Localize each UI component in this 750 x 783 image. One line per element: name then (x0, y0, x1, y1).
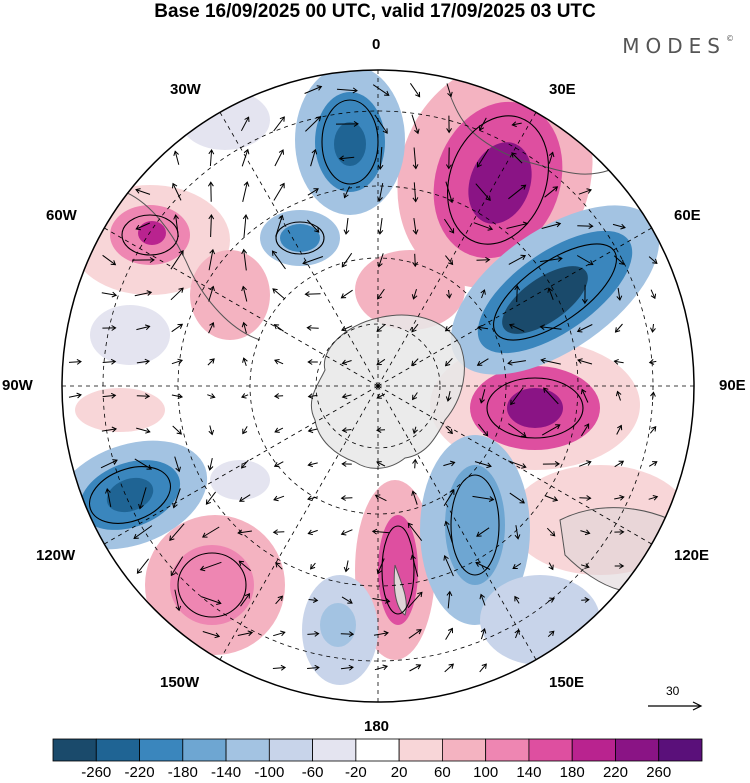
modes-logo: MODES© (622, 34, 734, 58)
lon-label-180: 180 (364, 718, 390, 735)
lon-label-30w: 30W (170, 81, 201, 98)
colorbar-swatch (485, 738, 530, 762)
lon-label-120e: 120E (674, 547, 710, 564)
map-title: Base 16/09/2025 00 UTC, valid 17/09/2025… (154, 1, 596, 22)
colorbar-swatch (441, 738, 487, 762)
lon-label-60e: 60E (674, 207, 701, 224)
colorbar-tick-label: 20 (390, 764, 408, 781)
colorbar-tick-label: -140 (211, 764, 242, 781)
lon-label-90e: 90E (719, 377, 746, 394)
new-zealand-coast (393, 564, 407, 616)
colorbar-tick-label: 100 (473, 764, 499, 781)
colorbar-tick-label: 220 (602, 764, 628, 781)
lon-label-30e: 30E (549, 81, 576, 98)
logo-mark: © (726, 34, 734, 43)
colorbar-swatch (225, 738, 270, 762)
africa-coast (449, 94, 611, 175)
colorbar-tick-label: 140 (516, 764, 542, 781)
colorbar (52, 738, 703, 762)
colorbar-tick-label: -100 (254, 764, 285, 781)
south-america-coast (119, 189, 261, 341)
colorbar-tick-label: 260 (646, 764, 672, 781)
colorbar-tick-label: -180 (167, 764, 198, 781)
colorbar-swatch (355, 738, 400, 762)
colorbar-tick-label: -60 (301, 764, 324, 781)
colorbar-swatch (268, 738, 314, 762)
reference-vector-value: 30 (666, 684, 680, 698)
colorbar-tick-label: 60 (434, 764, 451, 781)
reference-vector-arrow (648, 701, 703, 711)
colorbar-swatch (182, 738, 227, 762)
colorbar-swatch (52, 738, 97, 762)
colorbar-swatch (615, 738, 660, 762)
map-border (61, 69, 695, 703)
colorbar-swatch (95, 738, 140, 762)
streamlines (88, 99, 617, 618)
colorbar-swatch (528, 738, 573, 762)
lon-label-90w: 90W (2, 377, 33, 394)
lon-label-150w: 150W (160, 674, 200, 691)
logo-text: MODES (622, 34, 726, 58)
lon-label-120w: 120W (36, 547, 76, 564)
colorbar-swatch (571, 738, 616, 762)
lon-label-150e: 150E (549, 674, 585, 691)
colorbar-swatch (139, 738, 184, 762)
wind-vectors (68, 83, 659, 673)
colorbar-tick-label: -220 (124, 764, 155, 781)
colorbar-tick-label: -20 (345, 764, 367, 781)
colorbar-swatch (398, 738, 443, 762)
lon-label-60w: 60W (46, 207, 77, 224)
colorbar-tick-label: -260 (81, 764, 112, 781)
colorbar-swatch (312, 738, 357, 762)
colorbar-tick-label: 180 (559, 764, 585, 781)
lon-label-0: 0 (372, 36, 381, 53)
colorbar-swatch (658, 738, 703, 762)
